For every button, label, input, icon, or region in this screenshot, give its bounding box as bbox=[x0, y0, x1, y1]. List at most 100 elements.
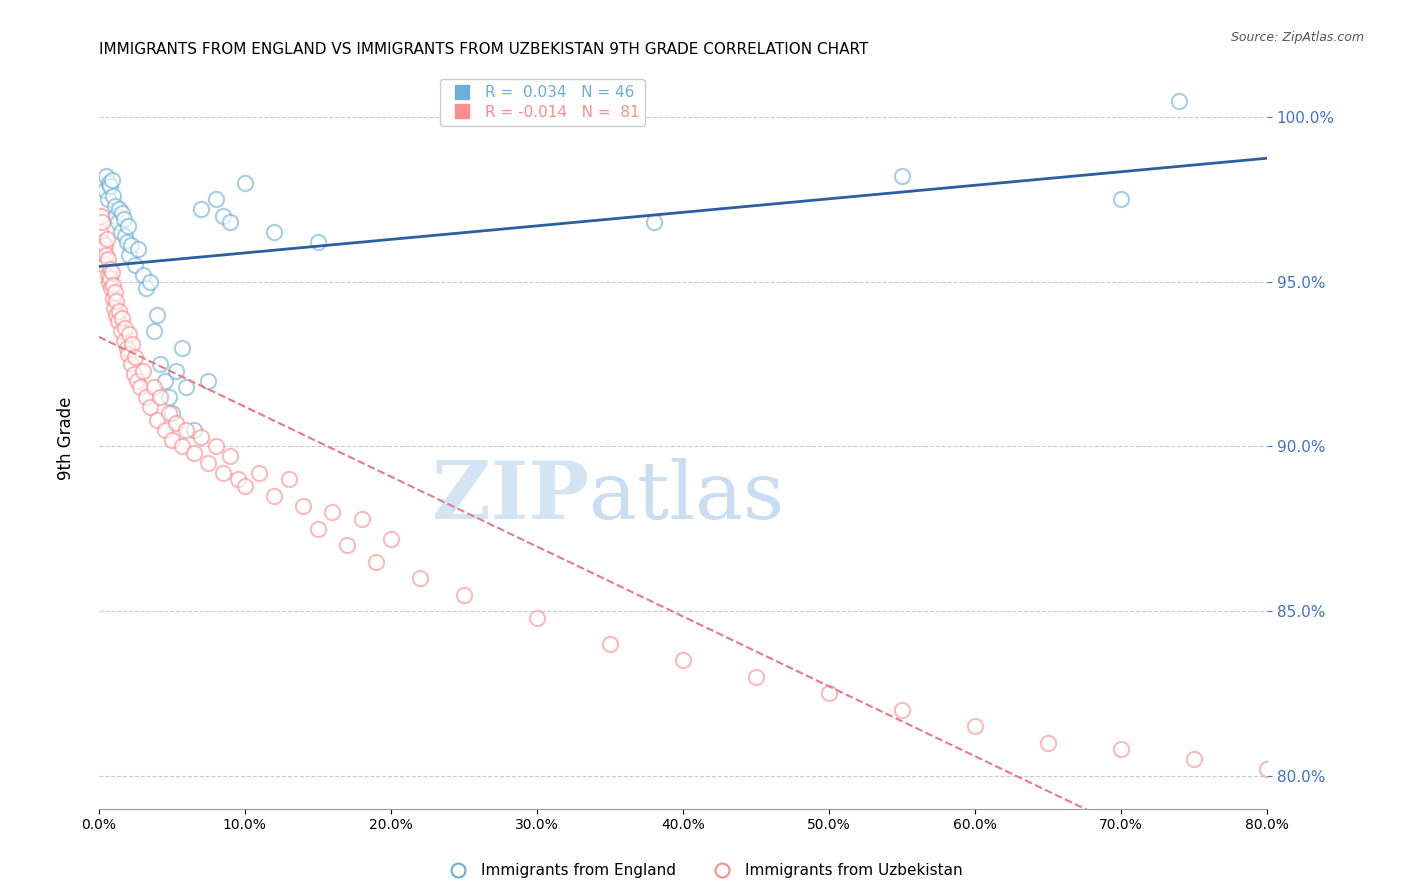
Point bbox=[104, 199, 127, 213]
Point bbox=[101, 291, 124, 305]
Point bbox=[94, 248, 117, 262]
Point bbox=[100, 281, 122, 295]
Point bbox=[103, 189, 125, 203]
Point bbox=[114, 228, 136, 243]
Point bbox=[112, 212, 135, 227]
Point bbox=[134, 390, 156, 404]
Point bbox=[125, 374, 148, 388]
Point bbox=[96, 268, 118, 282]
Point bbox=[93, 258, 115, 272]
Point bbox=[108, 202, 131, 217]
Point bbox=[307, 235, 329, 250]
Point bbox=[263, 225, 285, 239]
Point bbox=[153, 374, 176, 388]
Point bbox=[1036, 736, 1059, 750]
Point bbox=[107, 314, 129, 328]
Legend: Immigrants from England, Immigrants from Uzbekistan: Immigrants from England, Immigrants from… bbox=[437, 857, 969, 884]
Point bbox=[120, 357, 142, 371]
Point bbox=[115, 235, 138, 250]
Point bbox=[105, 294, 128, 309]
Point bbox=[165, 417, 187, 431]
Point bbox=[112, 334, 135, 348]
Point bbox=[120, 238, 142, 252]
Text: atlas: atlas bbox=[589, 458, 785, 536]
Point bbox=[219, 215, 242, 229]
Point bbox=[143, 324, 166, 338]
Point bbox=[176, 380, 198, 394]
Point bbox=[117, 219, 139, 233]
Point bbox=[183, 423, 205, 437]
Point bbox=[103, 301, 125, 315]
Point bbox=[212, 466, 235, 480]
Point bbox=[891, 169, 914, 184]
Point bbox=[124, 351, 146, 365]
Point bbox=[219, 450, 242, 464]
Point bbox=[526, 610, 548, 624]
Point bbox=[204, 193, 226, 207]
Legend: R =  0.034   N = 46, R = -0.014   N =  81: R = 0.034 N = 46, R = -0.014 N = 81 bbox=[440, 79, 645, 126]
Point bbox=[149, 357, 172, 371]
Point bbox=[672, 653, 695, 667]
Point bbox=[745, 670, 768, 684]
Point bbox=[143, 380, 166, 394]
Point bbox=[146, 413, 169, 427]
Point bbox=[212, 209, 235, 223]
Point bbox=[165, 364, 187, 378]
Point bbox=[94, 238, 117, 252]
Point bbox=[176, 423, 198, 437]
Point bbox=[90, 215, 112, 229]
Point bbox=[134, 281, 156, 295]
Point bbox=[115, 341, 138, 355]
Point bbox=[963, 719, 986, 733]
Point bbox=[91, 235, 114, 250]
Point bbox=[98, 261, 121, 276]
Point bbox=[263, 489, 285, 503]
Point bbox=[124, 258, 146, 272]
Point bbox=[101, 265, 124, 279]
Point bbox=[117, 347, 139, 361]
Point bbox=[1256, 762, 1278, 776]
Point bbox=[183, 446, 205, 460]
Point bbox=[104, 308, 127, 322]
Point bbox=[453, 588, 475, 602]
Point bbox=[249, 466, 271, 480]
Point bbox=[96, 193, 118, 207]
Point bbox=[105, 209, 128, 223]
Point bbox=[110, 324, 132, 338]
Point bbox=[100, 179, 122, 194]
Point bbox=[170, 341, 193, 355]
Text: IMMIGRANTS FROM ENGLAND VS IMMIGRANTS FROM UZBEKISTAN 9TH GRADE CORRELATION CHAR: IMMIGRANTS FROM ENGLAND VS IMMIGRANTS FR… bbox=[98, 42, 868, 57]
Point bbox=[118, 327, 141, 342]
Point bbox=[131, 364, 153, 378]
Point bbox=[153, 423, 176, 437]
Point bbox=[97, 252, 120, 266]
Point bbox=[118, 248, 141, 262]
Point bbox=[643, 215, 665, 229]
Point bbox=[146, 308, 169, 322]
Point bbox=[157, 390, 180, 404]
Point bbox=[1182, 752, 1205, 766]
Point bbox=[128, 380, 150, 394]
Point bbox=[160, 433, 183, 447]
Point bbox=[114, 321, 136, 335]
Point bbox=[1109, 193, 1132, 207]
Text: Source: ZipAtlas.com: Source: ZipAtlas.com bbox=[1230, 31, 1364, 45]
Point bbox=[366, 555, 388, 569]
Point bbox=[197, 456, 219, 470]
Point bbox=[139, 275, 162, 289]
Point bbox=[197, 374, 219, 388]
Point bbox=[170, 439, 193, 453]
Point bbox=[121, 337, 143, 351]
Point bbox=[91, 245, 114, 260]
Point bbox=[93, 182, 115, 196]
Point bbox=[1168, 94, 1191, 108]
Point bbox=[103, 278, 125, 293]
Point bbox=[292, 499, 315, 513]
Point bbox=[89, 225, 111, 239]
Point bbox=[409, 571, 432, 585]
Point bbox=[127, 242, 149, 256]
Point bbox=[307, 522, 329, 536]
Point bbox=[233, 479, 256, 493]
Point bbox=[190, 202, 212, 217]
Point bbox=[107, 215, 129, 229]
